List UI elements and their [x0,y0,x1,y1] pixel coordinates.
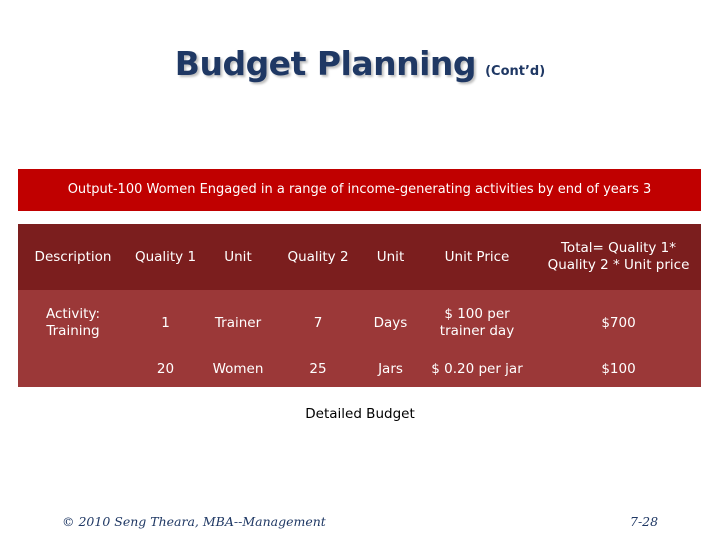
header-unit: Unit [224,248,252,265]
caption: Detailed Budget [305,406,415,422]
slide-title-main: Budget Planning [174,44,477,83]
table-cell: 7 [313,314,323,331]
slide-title-sub: (Cont’d) [485,64,546,79]
header-unit2: Unit [376,248,405,265]
table-cell: 1 [161,314,170,331]
header-description: Description [34,248,112,265]
activity-cell: Activity: Training [45,306,101,339]
footer-page-number: 7-28 [630,514,659,529]
table-cell: $700 [601,314,636,331]
slide-title: Budget Planning (Cont’d) [0,44,720,83]
output-bar: Output-100 Women Engaged in a range of i… [18,169,701,211]
footer-copyright: © 2010 Seng Theara, MBA--Management [62,514,326,529]
header-total: Total= Quality 1* Quality 2 * Unit price [547,240,690,273]
table-cell: 25 [309,360,327,377]
table-cell: $100 [601,360,636,377]
table-cell: $ 100 per trainer day [439,306,515,339]
table-cell: Trainer [214,314,262,331]
table-cell: Days [373,314,408,331]
header-quality1: Quality 1 [134,248,197,265]
table-cell: 20 [156,360,175,377]
table-cell: $ 0.20 per jar [431,360,523,377]
header-quality2: Quality 2 [287,248,349,265]
table-cell: Women [212,360,264,377]
header-unit-price: Unit Price [444,248,510,265]
budget-table: Description Quality 1 Unit Quality 2 Uni… [18,224,701,387]
table-cell: Jars [378,360,403,377]
table-header-row [18,224,701,290]
